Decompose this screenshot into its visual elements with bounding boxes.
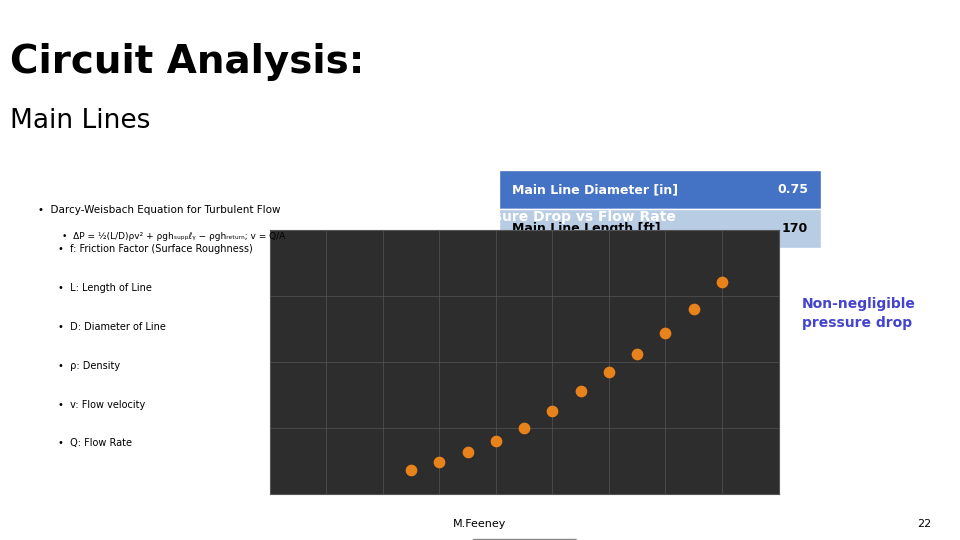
Text: Circuit Analysis:: Circuit Analysis:	[10, 43, 364, 81]
Point	[573, 387, 588, 395]
Point	[403, 466, 419, 475]
FancyBboxPatch shape	[499, 209, 821, 248]
Text: •  Q: Flow Rate: • Q: Flow Rate	[58, 438, 132, 449]
Point	[630, 349, 645, 358]
Text: •  Darcy-Weisbach Equation for Turbulent Flow: • Darcy-Weisbach Equation for Turbulent …	[38, 205, 281, 215]
Text: •  v: Flow velocity: • v: Flow velocity	[58, 400, 145, 410]
Text: Non-negligible
pressure drop: Non-negligible pressure drop	[802, 297, 916, 330]
X-axis label: Flow Rate [gpm]: Flow Rate [gpm]	[466, 519, 583, 532]
Text: Main Line Length [ft]: Main Line Length [ft]	[512, 222, 660, 235]
FancyBboxPatch shape	[499, 170, 821, 209]
Text: Main Line Diameter [in]: Main Line Diameter [in]	[512, 183, 678, 196]
Legend: Main Line: Main Line	[471, 539, 577, 540]
Text: •  ρ: Density: • ρ: Density	[58, 361, 120, 371]
Text: M.Feeney: M.Feeney	[453, 519, 507, 529]
Point	[544, 407, 560, 415]
Text: •  ΔP = ½(L/D)ρv² + ρghₛᵤₚₚℓᵧ − ρghᵣₑₜᵤᵣₙ; v = Q/A: • ΔP = ½(L/D)ρv² + ρghₛᵤₚₚℓᵧ − ρghᵣₑₜᵤᵣₙ…	[62, 232, 286, 241]
Point	[516, 423, 532, 432]
Text: 170: 170	[781, 222, 808, 235]
Point	[601, 368, 616, 377]
Point	[460, 448, 475, 456]
Y-axis label: Pressure Drop [psi]: Pressure Drop [psi]	[228, 293, 240, 430]
Text: •  f: Friction Factor (Surface Roughness): • f: Friction Factor (Surface Roughness)	[58, 244, 252, 254]
Point	[686, 305, 702, 313]
Point	[714, 278, 730, 287]
Text: •  L: Length of Line: • L: Length of Line	[58, 283, 152, 293]
Text: 22: 22	[917, 519, 931, 529]
Title: Main Line: Pressure Drop vs Flow Rate: Main Line: Pressure Drop vs Flow Rate	[372, 210, 676, 224]
Text: Main Lines: Main Lines	[10, 108, 150, 134]
Text: 0.75: 0.75	[777, 183, 808, 196]
Point	[489, 437, 504, 445]
Text: •  D: Diameter of Line: • D: Diameter of Line	[58, 322, 165, 332]
Point	[658, 328, 673, 337]
Point	[432, 458, 447, 467]
